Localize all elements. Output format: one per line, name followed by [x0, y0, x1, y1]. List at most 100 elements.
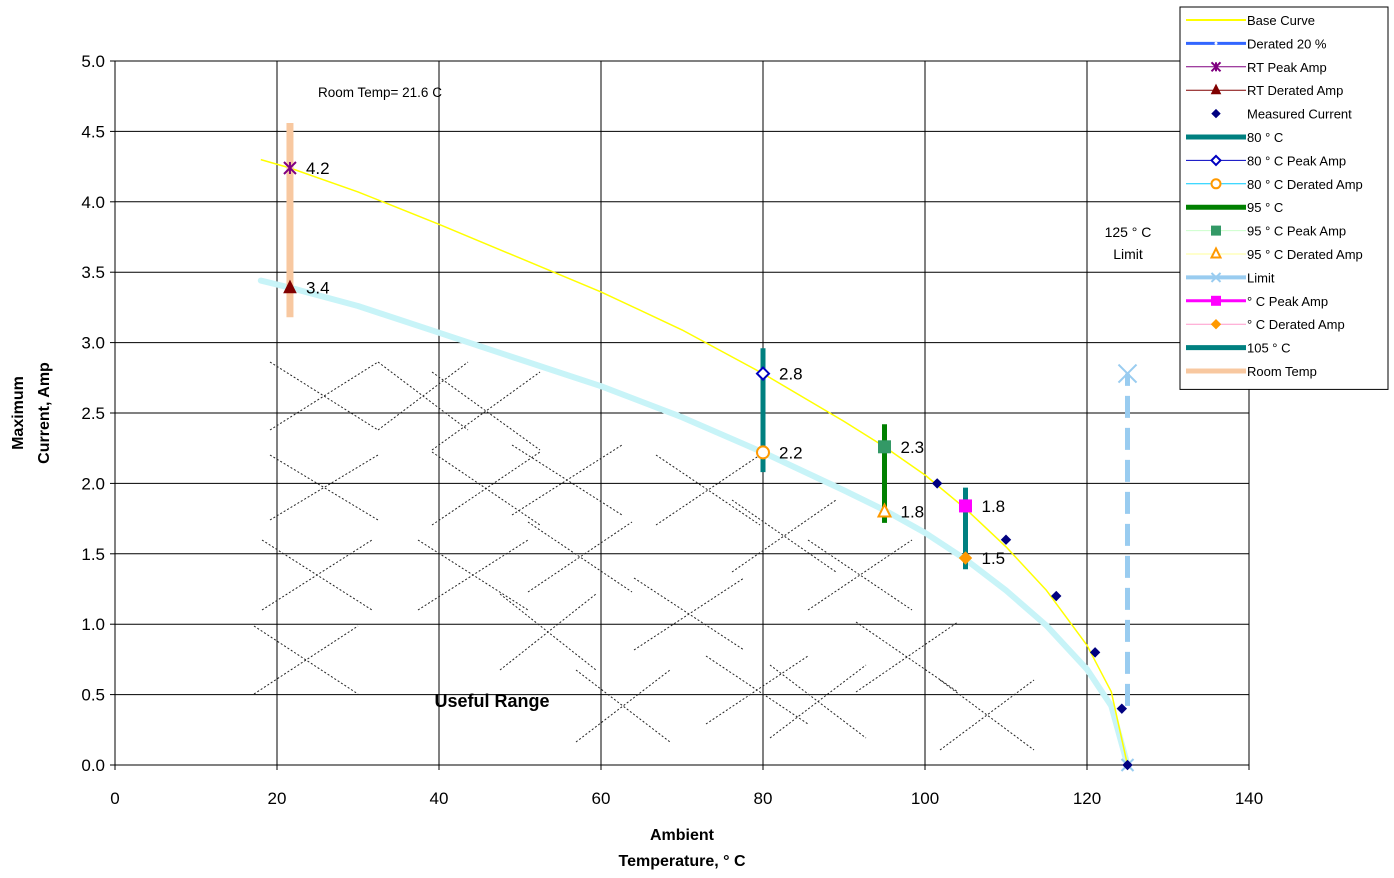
- room-temp-annotation: Room Temp= 21.6 C: [318, 85, 442, 100]
- y-axis-title-line2: Current, Amp: [36, 362, 53, 464]
- legend-swatch-marker: [1214, 41, 1218, 45]
- legend-item: 95 ° C Peak Amp: [1186, 224, 1346, 239]
- hatch-line: [261, 539, 373, 611]
- annotations: Room Temp= 21.6 C 125 ° C Limit Useful R…: [318, 85, 1151, 711]
- measured-current-point: [931, 478, 943, 489]
- legend-label: 95 ° C Derated Amp: [1247, 247, 1363, 262]
- legend-label: 105 ° C: [1247, 341, 1291, 356]
- y-tick-label: 2.5: [81, 404, 105, 423]
- legend-swatch-marker: [1211, 108, 1221, 119]
- data-point-label: 3.4: [306, 279, 330, 298]
- hatch-line: [499, 593, 597, 671]
- limit-annotation-line2: Limit: [1113, 246, 1143, 262]
- legend-swatch-marker: [1209, 246, 1223, 259]
- legend-swatch-marker: [1210, 61, 1222, 73]
- hatch-line: [269, 361, 379, 431]
- y-tick-label: 1.5: [81, 545, 105, 564]
- hatch-line: [269, 361, 379, 431]
- legend-item: 80 ° C Derated Amp: [1186, 177, 1363, 192]
- legend-item: Limit: [1186, 270, 1275, 285]
- y-tick-label: 0.0: [81, 756, 105, 775]
- measured-current-point: [1089, 647, 1101, 658]
- grid-lines: [114, 60, 1250, 766]
- x-axis-title-line1: Ambient: [650, 827, 715, 844]
- data-point-marker: [959, 499, 972, 513]
- legend-swatch-marker: [1210, 272, 1222, 283]
- legend-item: ° C Derated Amp: [1186, 317, 1345, 332]
- hatch-line: [253, 625, 359, 695]
- measured-current-point: [1051, 590, 1062, 602]
- legend-label: RT Peak Amp: [1247, 60, 1327, 75]
- y-tick-label: 4.0: [81, 193, 105, 212]
- legend-label: 80 ° C Peak Amp: [1247, 153, 1346, 168]
- legend-item: Measured Current: [1211, 107, 1352, 122]
- legend-item: Room Temp: [1186, 364, 1317, 379]
- hatch-line: [855, 621, 959, 693]
- y-tick-label: 1.0: [81, 615, 105, 634]
- data-point-label: 2.8: [779, 365, 803, 384]
- legend-item: 95 ° C Derated Amp: [1186, 246, 1363, 262]
- useful-range-hatch: [253, 361, 1035, 751]
- y-tick-label: 2.0: [81, 474, 105, 493]
- legend-swatch-marker: [1210, 154, 1222, 167]
- legend-label: Base Curve: [1247, 13, 1315, 28]
- axis-ticks: 0.0 0.5 1.0 1.5 2.0 2.5 3.0 3.5 4.0 4.5 5.0 0 20 40 60…: [81, 52, 1263, 808]
- y-tick-label: 3.0: [81, 334, 105, 353]
- data-point-marker: [876, 502, 893, 518]
- hatch-line: [527, 521, 633, 593]
- hatch-line: [655, 454, 761, 526]
- x-tick-label: 60: [592, 789, 611, 808]
- legend-item: 80 ° C Peak Amp: [1186, 153, 1346, 168]
- useful-range-annotation: Useful Range: [434, 691, 549, 711]
- hatch-line: [655, 454, 761, 526]
- measured-current-point: [1116, 703, 1128, 714]
- hatch-line: [527, 521, 633, 593]
- legend-swatch-marker: [1211, 295, 1221, 306]
- legend-item: RT Derated Amp: [1186, 83, 1343, 98]
- hatch-line: [731, 499, 837, 573]
- hatch-line: [731, 499, 837, 573]
- hatch-line: [269, 454, 379, 521]
- legend-item: Base Curve: [1186, 13, 1315, 28]
- legend-item: 80 ° C: [1186, 130, 1283, 145]
- x-tick-label: 80: [754, 789, 773, 808]
- x-tick-label: 20: [268, 789, 287, 808]
- hatch-line: [253, 625, 359, 695]
- x-axis-title-line2: Temperature, ° C: [618, 853, 745, 870]
- data-point-marker: [283, 279, 297, 294]
- derated-curve-line: [257, 277, 1131, 768]
- hatch-line: [807, 539, 913, 611]
- x-tick-label: 140: [1235, 789, 1263, 808]
- y-tick-label: 0.5: [81, 686, 105, 705]
- base-curve-line: [260, 158, 1129, 766]
- legend-item: 95 ° C: [1186, 200, 1283, 215]
- legend-swatch-marker: [1210, 178, 1222, 190]
- legend-label: 80 ° C Derated Amp: [1247, 177, 1363, 192]
- hatch-line: [769, 664, 867, 739]
- legend-swatch-marker: [1211, 225, 1221, 236]
- legend-label: Room Temp: [1247, 364, 1317, 379]
- hatch-line: [269, 454, 379, 521]
- legend-label: 80 ° C: [1247, 130, 1283, 145]
- series: 4.2 3.4 2.8 2.2 2.3 1.8 1.8 1.5: [257, 122, 1138, 772]
- hatch-line: [431, 451, 541, 526]
- legend-swatch-marker-stroke: [1210, 272, 1222, 283]
- legend-item: RT Peak Amp: [1186, 60, 1327, 75]
- legend-item: Derated 20 %: [1186, 36, 1327, 51]
- limit-annotation-line1: 125 ° C: [1105, 224, 1152, 240]
- hatch-line: [705, 655, 809, 725]
- legend-label: RT Derated Amp: [1247, 83, 1343, 98]
- y-tick-label: 3.5: [81, 263, 105, 282]
- data-point-marker: [755, 366, 771, 381]
- data-point-label: 2.2: [779, 443, 803, 462]
- data-point-label: 1.5: [982, 549, 1006, 568]
- hatch-line: [807, 539, 913, 611]
- legend-item: 105 ° C: [1186, 341, 1291, 356]
- data-point-label: 4.2: [306, 159, 330, 178]
- hatch-line: [377, 361, 469, 431]
- data-point-label: 1.8: [982, 497, 1006, 516]
- x-tick-label: 0: [110, 789, 119, 808]
- legend-label: ° C Peak Amp: [1247, 294, 1328, 309]
- data-point-marker: [283, 161, 297, 175]
- x-tick-label: 120: [1073, 789, 1101, 808]
